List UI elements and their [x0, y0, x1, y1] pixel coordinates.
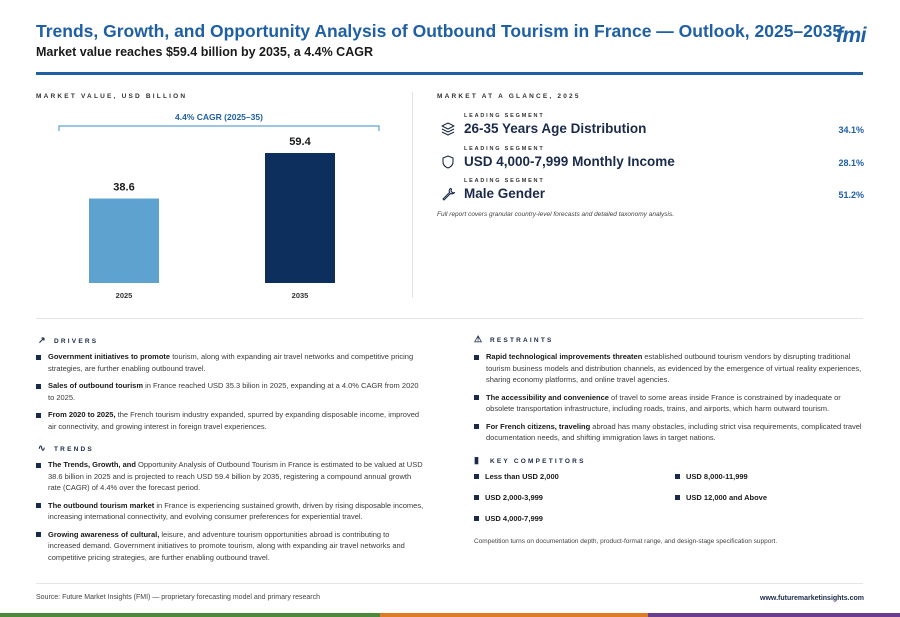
competitors-label: KEY COMPETITORS: [490, 458, 586, 465]
glance-row-age: LEADING SEGMENT 26-35 Years Age Distribu…: [437, 113, 864, 143]
glance-segment-name: Male Gender: [464, 186, 546, 201]
competitors-note: Competition turns on documentation depth…: [474, 538, 778, 545]
trends-header: ∿ TRENDS: [38, 443, 94, 454]
warning-icon: ⚠: [474, 334, 483, 344]
competitor-item: Less than USD 2,000: [474, 472, 559, 481]
list-item: The accessibility and convenience of tra…: [474, 392, 864, 415]
layers-icon: [441, 122, 455, 136]
drivers-list: Government initiatives to promote touris…: [36, 351, 424, 432]
footer-strip-green: [0, 613, 380, 617]
glance-segment-name: USD 4,000-7,999 Monthly Income: [464, 154, 675, 169]
competitor-item: USD 8,000-11,999: [675, 472, 748, 481]
competitor-item: USD 2,000-3,999: [474, 493, 543, 502]
cagr-bracket: [58, 125, 380, 131]
x-tick-label: 2025: [116, 291, 133, 300]
competitors-header: ▮ KEY COMPETITORS: [474, 455, 586, 466]
pulse-icon: ∿: [38, 443, 46, 453]
glance-segment-value: 51.2%: [838, 190, 864, 200]
market-value-chart: 38.6 2025 59.4 2035 4.4% CAGR (2025–35): [58, 112, 380, 300]
bar-2035: [265, 153, 335, 283]
data-label: 38.6: [113, 182, 134, 194]
header-divider: [36, 72, 863, 75]
restraints-list: Rapid technological improvements threate…: [474, 351, 864, 444]
drivers-header: ↗ DRIVERS: [38, 335, 98, 346]
x-tick-label: 2035: [292, 291, 309, 300]
footer-strip-purple: [648, 613, 900, 617]
glance-row-gender: LEADING SEGMENT Male Gender 51.2%: [437, 178, 864, 208]
drivers-label: DRIVERS: [54, 338, 99, 345]
source-note: Source: Future Market Insights (FMI) — p…: [36, 594, 320, 601]
section-divider: [36, 318, 863, 319]
bar-chart-icon: ▮: [474, 455, 479, 465]
list-item: The Trends, Growth, and Opportunity Anal…: [36, 459, 424, 494]
arrow-up-right-icon: ↗: [38, 335, 46, 345]
glance-segment-value: 34.1%: [838, 125, 864, 135]
glance-row-income: LEADING SEGMENT USD 4,000-7,999 Monthly …: [437, 146, 864, 176]
market-value-label: MARKET VALUE, USD BILLION: [36, 93, 188, 100]
list-item: From 2020 to 2025, the French tourism in…: [36, 409, 424, 432]
glance-small-label: LEADING SEGMENT: [464, 146, 545, 152]
page-title: Trends, Growth, and Opportunity Analysis…: [36, 21, 843, 41]
competitor-item: USD 4,000-7,999: [474, 514, 543, 523]
trends-list: The Trends, Growth, and Opportunity Anal…: [36, 459, 424, 563]
data-label: 59.4: [289, 136, 311, 148]
footer-strip-orange: [380, 613, 648, 617]
bar-2025: [89, 198, 159, 283]
restraints-header: ⚠ RESTRAINTS: [474, 334, 554, 345]
cagr-annotation: 4.4% CAGR (2025–35): [175, 112, 263, 122]
page-subtitle: Market value reaches $59.4 billion by 20…: [36, 45, 373, 59]
list-item: The outbound tourism market in France is…: [36, 500, 424, 523]
list-item: Government initiatives to promote touris…: [36, 351, 424, 374]
website-link[interactable]: www.futuremarketinsights.com: [760, 595, 864, 602]
footer-divider: [36, 583, 863, 584]
list-item: Rapid technological improvements threate…: [474, 351, 864, 386]
shield-icon: [442, 155, 454, 169]
glance-segment-name: 26-35 Years Age Distribution: [464, 121, 647, 136]
list-item: For French citizens, traveling abroad ha…: [474, 421, 864, 444]
glance-small-label: LEADING SEGMENT: [464, 113, 545, 119]
glance-segment-value: 28.1%: [838, 158, 864, 168]
list-item: Sales of outbound tourism in France reac…: [36, 380, 424, 403]
glance-small-label: LEADING SEGMENT: [464, 178, 545, 184]
glance-label: MARKET AT A GLANCE, 2025: [437, 93, 581, 100]
restraints-label: RESTRAINTS: [490, 337, 554, 344]
glance-note: Full report covers granular country-leve…: [437, 211, 675, 218]
competitor-item: USD 12,000 and Above: [675, 493, 767, 502]
vertical-divider: [412, 92, 413, 298]
wrench-icon: [442, 187, 455, 201]
fmi-logo[interactable]: fmi: [836, 24, 867, 47]
list-item: Growing awareness of cultural, leisure, …: [36, 529, 424, 564]
trends-label: TRENDS: [54, 446, 94, 453]
